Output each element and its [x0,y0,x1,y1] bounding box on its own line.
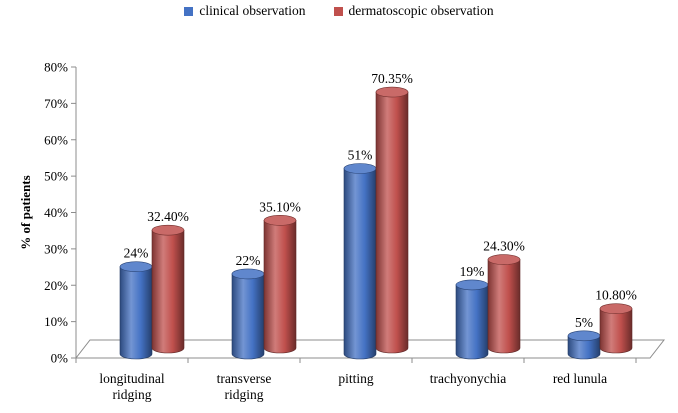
bar: 5% [567,315,601,360]
bar-top [487,254,521,265]
legend-label-dermatoscopic: dermatoscopic observation [348,3,494,18]
data-label: 70.35% [371,71,413,86]
legend-swatch-clinical [184,6,194,16]
data-label: 32.40% [147,209,189,224]
bars: 24% 32.40% 22% 35.10% 51% 70.35% 19% 24.30% 5%10… [119,71,637,360]
data-label: 24% [124,246,149,261]
bar-top [567,330,601,342]
x-tick-label-line: ridging [113,387,152,402]
bar-top [231,268,265,280]
x-tick-label: transverse ridging [217,371,272,402]
bar-body [567,335,601,360]
y-tick-label: 40% [44,205,68,220]
x-tick-label-line: transverse [217,371,272,386]
bar: 70.35% [371,71,413,354]
legend: clinical observation dermatoscopic obser… [0,3,678,19]
y-tick-label: 80% [44,60,68,75]
data-label: 5% [575,315,593,330]
bar-body [487,259,521,354]
bar-body [263,220,297,354]
bar-top [151,224,185,236]
y-tick-label: 20% [44,278,68,293]
bar: 32.40% [147,209,189,354]
bar-top [343,163,377,174]
y-axis-label: % of patients [18,175,33,249]
bar: 22% [231,253,265,360]
x-tick-label-line: longitudinal [99,371,164,386]
bar-body [231,273,265,360]
data-label: 10.80% [595,288,637,303]
bar-body [119,266,153,360]
bar: 24.30% [483,239,525,354]
x-tick-label: red lunula [553,371,607,386]
y-tick-label: 10% [44,314,68,329]
y-tick-label: 60% [44,132,68,147]
bar-top [119,261,153,273]
data-label: 35.10% [259,199,301,214]
bar-top [455,279,489,291]
bar-body [375,91,409,354]
y-tick-label: 70% [44,96,68,111]
x-tick-label: longitudinal ridging [99,371,164,402]
bar-body [151,229,185,354]
y-tick-label: 50% [44,169,68,184]
bar-top [263,215,297,226]
legend-label-clinical: clinical observation [199,3,306,18]
legend-item-clinical: clinical observation [184,3,306,19]
bar-top [375,86,409,98]
x-tick-label: pitting [338,371,374,386]
bar-body [599,308,633,354]
bar: 51% [343,147,377,360]
y-tick-label: 30% [44,241,68,256]
data-label: 19% [460,264,485,279]
bar: 24% [119,246,153,360]
data-label: 22% [236,253,261,268]
bar: 19% [455,264,489,360]
y-tick-label: 0% [51,351,69,366]
data-label: 24.30% [483,239,525,254]
bar: 35.10% [259,199,301,354]
x-tick-label-line: ridging [225,387,264,402]
x-tick-label: trachyonychia [430,371,506,386]
data-label: 51% [348,147,373,162]
x-tick-label-line: red lunula [553,371,607,386]
bar-body [343,168,377,360]
bar: 10.80% [595,288,637,354]
bar-body [455,284,489,360]
legend-swatch-dermatoscopic [333,6,343,16]
bar-top [599,303,633,315]
y-ticks: 0% 10% 20% 30% 40% 50% 60% 70% 80% [44,60,76,366]
legend-item-dermatoscopic: dermatoscopic observation [333,3,494,19]
x-tick-label-line: pitting [338,371,374,386]
x-tick-label-line: trachyonychia [430,371,506,386]
